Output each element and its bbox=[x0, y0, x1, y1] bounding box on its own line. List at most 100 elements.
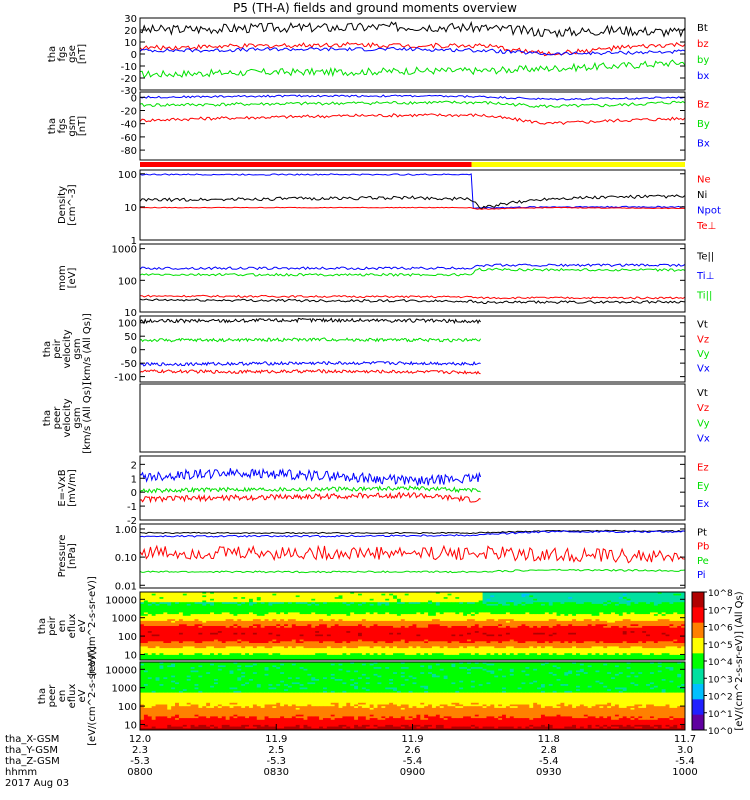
spectrogram-cell bbox=[490, 632, 495, 635]
spectrogram-cell bbox=[611, 644, 616, 647]
spectrogram-cell bbox=[634, 641, 639, 644]
spectrogram-cell bbox=[346, 636, 351, 639]
spectrogram-cell bbox=[630, 641, 635, 644]
spectrogram-cell bbox=[249, 609, 254, 612]
spectrogram-cell bbox=[529, 598, 534, 601]
spectrogram-cell bbox=[638, 619, 643, 622]
spectrogram-cell bbox=[354, 619, 359, 622]
spectrogram-cell bbox=[338, 602, 343, 605]
spectrogram-cell bbox=[576, 639, 581, 642]
spectrogram-cell bbox=[241, 620, 246, 623]
spectrogram-cell bbox=[420, 631, 425, 634]
spectrogram-cell bbox=[178, 603, 184, 606]
spectrogram-cell bbox=[494, 631, 499, 634]
spectrogram-cell bbox=[358, 609, 363, 612]
spectrogram-cell bbox=[509, 592, 515, 595]
spectrogram-cell bbox=[198, 622, 203, 625]
spectrogram-cell bbox=[599, 622, 604, 625]
spectrogram-cell bbox=[303, 627, 308, 630]
spectrogram-cell bbox=[404, 629, 409, 632]
spectrogram-cell bbox=[389, 624, 394, 627]
spectrogram-cell bbox=[681, 634, 686, 637]
spectrogram-cell bbox=[416, 607, 421, 610]
spectrogram-cell bbox=[221, 637, 227, 640]
spectrogram-cell bbox=[350, 595, 355, 598]
spectrogram-cell bbox=[634, 637, 639, 640]
spectrogram-cell bbox=[404, 620, 409, 623]
spectrogram-cell bbox=[280, 592, 285, 595]
spectrogram-cell bbox=[268, 626, 273, 629]
spectrogram-cell bbox=[599, 636, 604, 639]
spectrogram-cell bbox=[529, 612, 534, 615]
spectrogram-cell bbox=[268, 607, 273, 610]
spectrogram-cell bbox=[182, 592, 188, 595]
spectrogram-cell bbox=[280, 622, 285, 625]
spectrogram-cell bbox=[256, 629, 262, 632]
spectrogram-cell bbox=[505, 609, 511, 612]
spectrogram-cell bbox=[614, 600, 620, 603]
spectrogram-cell bbox=[198, 646, 203, 649]
spectrogram-cell bbox=[447, 605, 452, 608]
spectrogram-cell bbox=[389, 607, 394, 610]
spectrogram-cell bbox=[210, 614, 215, 617]
spectrogram-cell bbox=[443, 644, 448, 647]
spectrogram-cell bbox=[478, 641, 483, 644]
spectrogram-cell bbox=[291, 644, 297, 647]
spectrogram-cell bbox=[280, 626, 285, 629]
spectrogram-cell bbox=[533, 624, 538, 627]
spectrogram-cell bbox=[681, 592, 686, 595]
spectrogram-cell bbox=[626, 593, 631, 596]
spectrogram-cell bbox=[611, 624, 616, 627]
series-By-line bbox=[139, 100, 686, 109]
spectrogram-cell bbox=[155, 620, 160, 623]
spectrogram-cell bbox=[603, 639, 608, 642]
spectrogram-cell bbox=[334, 646, 339, 649]
spectrogram-cell bbox=[525, 637, 530, 640]
spectrogram-cell bbox=[470, 593, 476, 596]
spectrogram-cell bbox=[307, 592, 312, 595]
spectrogram-cell bbox=[537, 617, 542, 620]
spectrogram-cell bbox=[486, 634, 491, 637]
spectrogram-cell bbox=[517, 609, 522, 612]
spectrogram-cell bbox=[646, 627, 651, 630]
spectrogram-cell bbox=[202, 610, 207, 613]
spectrogram-cell bbox=[579, 598, 585, 601]
spectrogram-cell bbox=[377, 627, 382, 630]
spectrogram-cell bbox=[529, 605, 534, 608]
spectrogram-cell bbox=[416, 648, 421, 651]
spectrogram-cell bbox=[638, 620, 643, 623]
spectrogram-cell bbox=[338, 619, 343, 622]
spectrogram-cell bbox=[494, 632, 499, 635]
spectrogram-cell bbox=[326, 646, 332, 649]
y-axis-label: [mV/m] bbox=[67, 469, 78, 507]
spectrogram-cell bbox=[373, 602, 378, 605]
spectrogram-cell bbox=[544, 620, 550, 623]
spectrogram-cell bbox=[241, 603, 246, 606]
spectrogram-cell bbox=[607, 600, 612, 603]
spectrogram-cell bbox=[350, 619, 355, 622]
spectrogram-cell bbox=[303, 649, 308, 652]
spectrogram-cell bbox=[498, 622, 503, 625]
spectrogram-cell bbox=[361, 631, 367, 634]
spectrogram-cell bbox=[544, 612, 550, 615]
spectrogram-cell bbox=[237, 643, 242, 646]
spectrogram-cell bbox=[649, 607, 655, 610]
spectrogram-cell bbox=[155, 622, 160, 625]
spectrogram-cell bbox=[677, 605, 682, 608]
spectrogram-cell bbox=[533, 598, 538, 601]
spectrogram-cell bbox=[459, 610, 464, 613]
spectrogram-cell bbox=[428, 592, 433, 595]
spectrogram-cell bbox=[389, 610, 394, 613]
spectrogram-cell bbox=[509, 646, 515, 649]
spectrogram-cell bbox=[381, 644, 386, 647]
spectrogram-cell bbox=[346, 597, 351, 600]
spectrogram-cell bbox=[237, 607, 242, 610]
spectrogram-cell bbox=[424, 600, 429, 603]
spectrogram-cell bbox=[498, 631, 503, 634]
spectrogram-cell bbox=[198, 634, 203, 637]
spectrogram-cell bbox=[330, 636, 336, 639]
spectrogram-cell bbox=[626, 620, 631, 623]
spectrogram-cell bbox=[603, 644, 608, 647]
spectrogram-cell bbox=[424, 626, 429, 629]
spectrogram-cell bbox=[311, 646, 316, 649]
